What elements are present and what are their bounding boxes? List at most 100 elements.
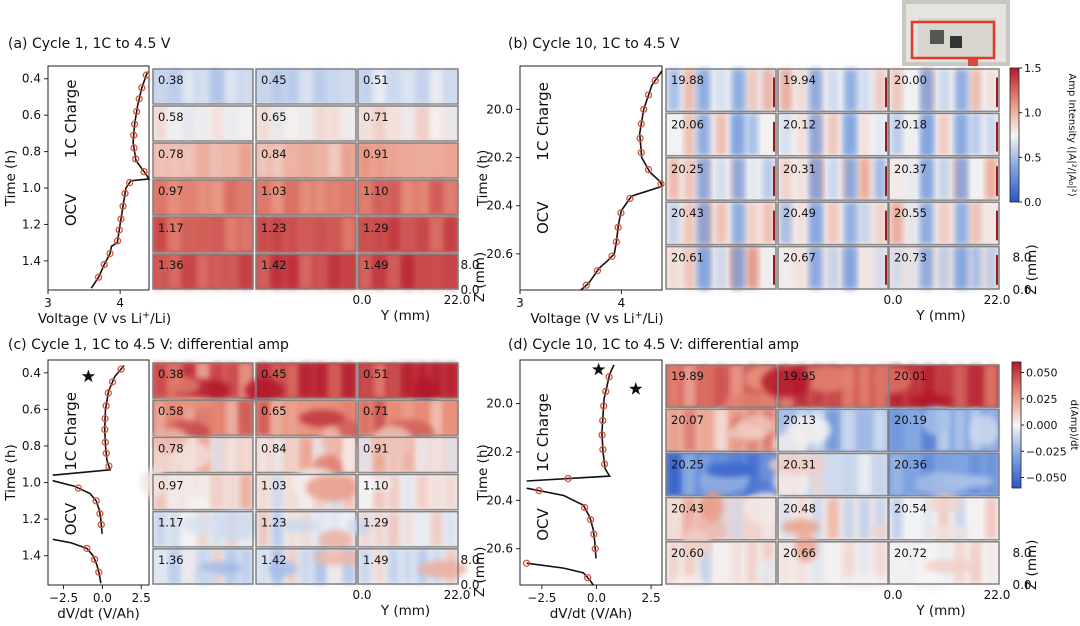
heatmap-texture xyxy=(373,511,386,547)
heatmap-texture xyxy=(387,474,400,510)
heatmap-texture xyxy=(182,217,195,252)
time-marker xyxy=(142,71,150,79)
heatmap-band xyxy=(808,69,822,112)
heatmap-texture xyxy=(300,437,312,473)
heatmap-border xyxy=(357,548,459,585)
heatmap-texture xyxy=(387,254,400,289)
heatmap-texture xyxy=(300,143,312,178)
heatmap-texture xyxy=(402,180,414,215)
heatmap-texture xyxy=(271,254,284,289)
time-marker xyxy=(74,484,82,492)
heatmap-texture xyxy=(430,106,443,141)
voltage-axis-label: dV/dt (V/Ah) xyxy=(57,606,140,622)
heatmap-border xyxy=(777,112,889,157)
heatmap-time-label: 20.37 xyxy=(894,162,927,176)
heatmap-blob xyxy=(761,366,811,398)
heatmap-border xyxy=(357,253,459,290)
heatmap-tile: 1.36 xyxy=(152,253,254,290)
heatmap-texture xyxy=(373,69,386,104)
heatmap-texture xyxy=(969,113,982,156)
heatmap-edge xyxy=(996,210,998,241)
heatmap-texture xyxy=(285,69,298,104)
heatmap-texture xyxy=(762,69,775,112)
heatmap-texture xyxy=(667,113,680,156)
heatmap-tile: 0.45 xyxy=(255,68,357,105)
heatmap-texture xyxy=(444,106,457,141)
voltage-tick-label: 0.0 xyxy=(93,591,112,605)
heatmap-blob xyxy=(748,479,773,497)
time-marker xyxy=(96,510,104,518)
time-marker xyxy=(593,267,602,275)
heatmap-band xyxy=(919,202,933,245)
heatmap-tile: 0.97 xyxy=(140,468,254,520)
heatmap-tile: 20.43 xyxy=(665,201,777,246)
heatmap-texture xyxy=(985,541,998,584)
phase-label: 1C Charge xyxy=(62,80,80,159)
time-marker xyxy=(599,416,607,425)
heatmap-time-label: 0.45 xyxy=(261,367,287,381)
heatmap-texture xyxy=(430,180,443,215)
heatmap-texture xyxy=(359,548,372,584)
time-tick-label: 20.0 xyxy=(486,102,513,116)
heatmap-texture xyxy=(359,437,372,473)
heatmap-texture xyxy=(359,180,372,215)
heatmap-time-label: 0.51 xyxy=(363,73,389,87)
heatmap-texture xyxy=(257,69,270,104)
heatmap-edge xyxy=(885,77,887,108)
heatmap-band xyxy=(844,157,858,201)
heatmap-texture xyxy=(271,400,284,436)
heatmap-texture xyxy=(314,363,327,399)
heatmap-texture xyxy=(795,246,808,289)
heatmap-time-label: 20.12 xyxy=(783,117,816,131)
heatmap-border xyxy=(357,473,459,511)
heatmap-band xyxy=(732,246,746,289)
heatmap-time-label: 20.06 xyxy=(671,117,704,131)
voltage-axis-label-sup: + xyxy=(635,310,643,321)
heatmap-texture xyxy=(239,400,252,436)
heatmap-texture xyxy=(890,246,903,289)
heatmap-time-label: 20.25 xyxy=(671,457,704,471)
heatmap-texture xyxy=(416,511,429,547)
heatmap-border xyxy=(152,142,254,179)
heatmap-texture xyxy=(359,106,372,141)
heatmap-band xyxy=(844,69,858,112)
heatmap-texture xyxy=(257,106,270,141)
heatmap-time-label: 1.10 xyxy=(363,479,389,493)
heatmap-texture xyxy=(416,474,429,510)
heatmap-band xyxy=(955,157,969,201)
heatmap-time-label: 20.31 xyxy=(783,162,816,176)
time-marker xyxy=(130,144,138,152)
heatmap-time-label: 20.18 xyxy=(894,117,927,131)
heatmap-texture xyxy=(667,409,680,452)
time-marker xyxy=(617,209,625,217)
heatmap-texture xyxy=(257,474,270,510)
y-axis-max: 22.0 xyxy=(984,293,1011,307)
heatmap-time-label: 0.78 xyxy=(158,147,184,161)
heatmap-border xyxy=(255,362,357,399)
phase-label: 1C Charge xyxy=(534,82,552,161)
heatmap-texture xyxy=(168,254,181,289)
heatmap-band xyxy=(696,113,710,156)
heatmap-border xyxy=(152,399,254,437)
heatmap-texture xyxy=(906,541,919,584)
heatmap-time-label: 20.25 xyxy=(671,162,704,176)
heatmap-texture xyxy=(211,474,224,510)
heatmap-texture xyxy=(683,246,696,289)
heatmap-texture xyxy=(314,143,327,178)
y-axis-max: 22.0 xyxy=(984,588,1011,602)
heatmap-texture xyxy=(430,254,443,289)
heatmap-texture xyxy=(683,157,696,201)
heatmap-time-label: 20.43 xyxy=(671,206,704,220)
time-marker xyxy=(130,120,139,128)
heatmap-texture xyxy=(154,548,167,584)
heatmap-texture xyxy=(874,246,887,289)
time-tick-label: 0.6 xyxy=(22,402,41,416)
heatmap-texture xyxy=(314,69,327,104)
time-tick-label: 20.6 xyxy=(486,247,513,261)
heatmap-texture xyxy=(257,180,270,215)
heatmap-texture xyxy=(953,365,966,408)
heatmap-time-label: 0.51 xyxy=(363,367,389,381)
heatmap-border xyxy=(665,541,777,585)
heatmap-texture xyxy=(168,106,181,141)
heatmap-texture xyxy=(402,511,414,547)
